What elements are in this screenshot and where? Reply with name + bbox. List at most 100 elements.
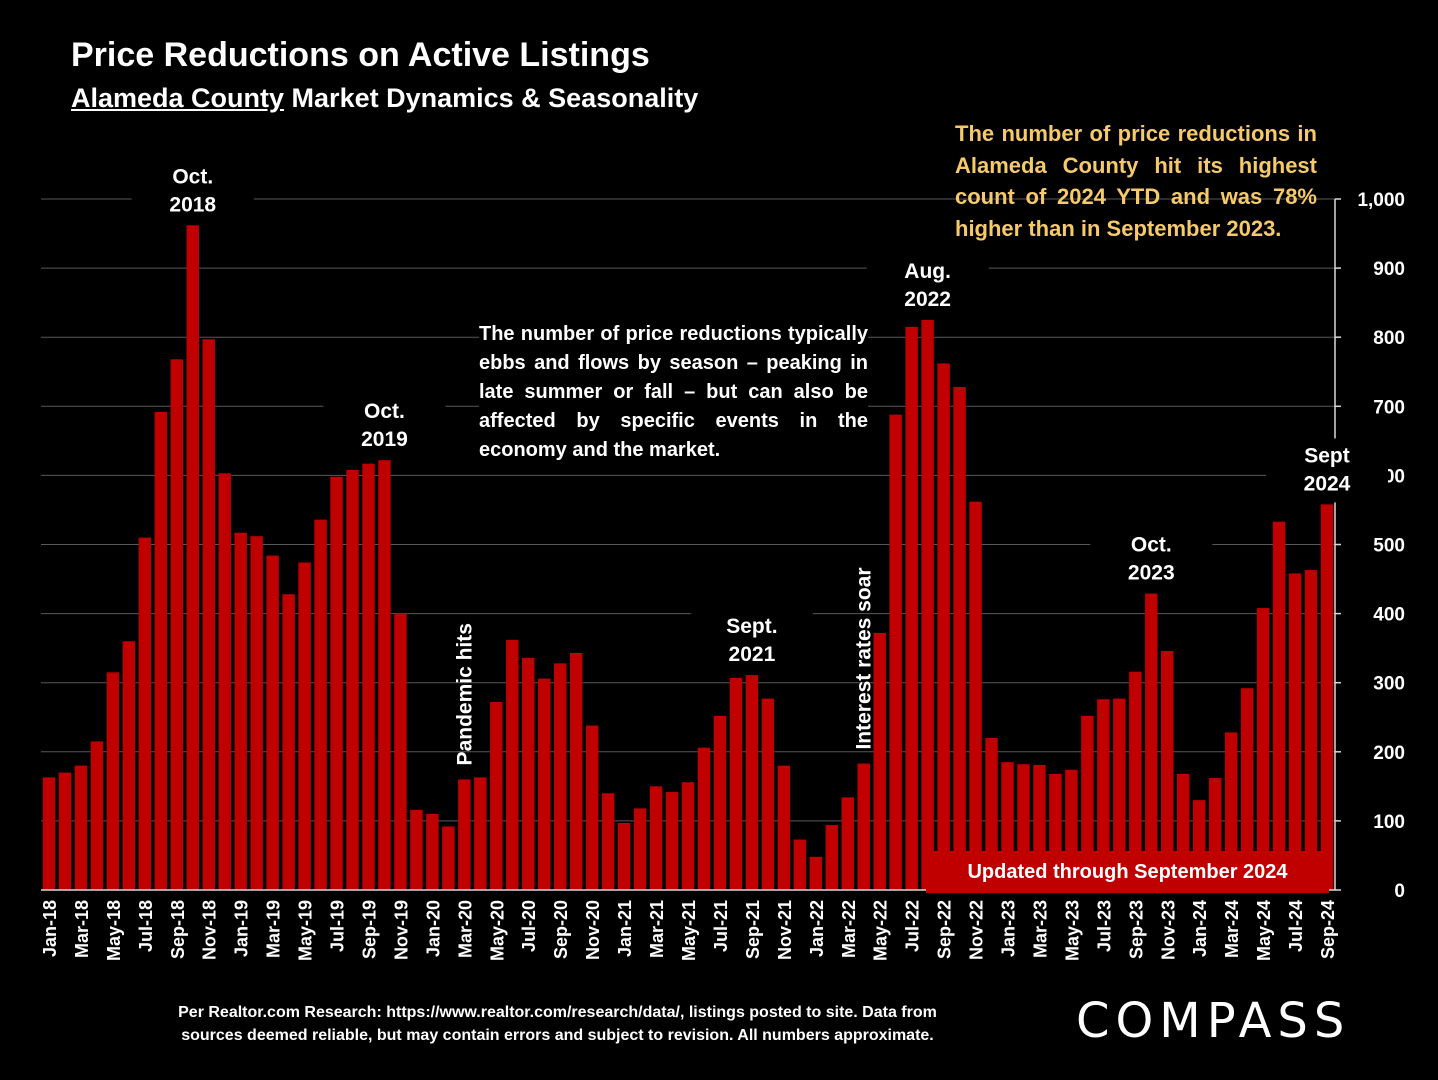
bar xyxy=(378,460,391,890)
bar xyxy=(1320,504,1334,890)
bar xyxy=(522,657,535,890)
bar xyxy=(1256,608,1270,890)
bar xyxy=(394,613,407,890)
bar xyxy=(681,782,695,890)
x-tick-label: May-18 xyxy=(104,900,124,961)
bar xyxy=(569,652,583,890)
x-tick-label: Nov-23 xyxy=(1158,900,1178,960)
bar xyxy=(218,473,231,890)
x-tick-label: Jan-22 xyxy=(807,900,827,957)
bar xyxy=(729,677,743,890)
x-tick-label: Jul-20 xyxy=(519,900,539,952)
bar xyxy=(250,536,263,890)
x-tick-label: Jul-21 xyxy=(711,900,731,952)
compass-logo: COMPASS xyxy=(1076,993,1351,1049)
annotation-backdrop xyxy=(1090,527,1213,592)
highlight-note: The number of price reductions in Alamed… xyxy=(955,121,1317,241)
bar xyxy=(314,519,327,890)
y-tick-label: 500 xyxy=(1373,536,1405,557)
y-tick-label: 900 xyxy=(1373,259,1405,280)
bar xyxy=(330,476,343,890)
x-tick-label: Jul-23 xyxy=(1094,900,1114,952)
subtitle-rest: Market Dynamics & Seasonality xyxy=(284,83,699,113)
bar xyxy=(633,808,647,890)
bar xyxy=(458,779,471,890)
source-footnote: Per Realtor.com Research: https://www.re… xyxy=(100,1001,1015,1047)
x-tick-label: Jul-22 xyxy=(903,900,923,952)
x-tick-label: Jan-24 xyxy=(1190,900,1210,957)
y-tick-label: 700 xyxy=(1373,397,1405,418)
bar xyxy=(346,469,359,890)
y-tick-label: 400 xyxy=(1373,605,1405,626)
bar xyxy=(58,772,72,890)
bar xyxy=(713,715,727,890)
bar xyxy=(298,562,311,890)
x-tick-label: Sep-20 xyxy=(551,900,571,959)
bar xyxy=(553,663,567,890)
y-tick-label: 300 xyxy=(1373,674,1405,695)
bar xyxy=(42,777,56,890)
x-tick-label: Nov-21 xyxy=(775,900,795,960)
x-tick-label: May-24 xyxy=(1254,900,1274,961)
bar xyxy=(649,786,663,890)
y-tick-label: 200 xyxy=(1373,743,1405,764)
bar xyxy=(953,386,966,890)
subtitle-county: Alameda County xyxy=(71,83,285,113)
x-tick-label: Nov-19 xyxy=(391,900,411,960)
bar xyxy=(969,501,982,890)
annotation-backdrop xyxy=(1266,438,1389,503)
annotation-label: Sept xyxy=(1304,444,1350,467)
bar xyxy=(921,319,934,890)
annotation-label: Oct. xyxy=(364,400,405,423)
x-tick-label: Sep-23 xyxy=(1126,900,1146,959)
bar xyxy=(234,532,247,890)
x-tick-label: May-21 xyxy=(679,900,699,961)
bar xyxy=(474,777,487,890)
annotation-label: 2018 xyxy=(169,193,216,216)
annotation-label: 2019 xyxy=(361,428,408,451)
bar xyxy=(1288,573,1302,890)
bar xyxy=(793,839,807,890)
y-tick-label: 1,000 xyxy=(1357,190,1405,211)
y-tick-label: 0 xyxy=(1394,881,1405,902)
bar xyxy=(537,678,551,890)
bar xyxy=(1272,521,1286,890)
bar xyxy=(697,747,711,890)
x-tick-label: Nov-22 xyxy=(967,900,987,960)
footnote-line-2: sources deemed reliable, but may contain… xyxy=(181,1027,934,1044)
bar xyxy=(1224,732,1238,890)
bar xyxy=(170,359,184,890)
x-tick-label: Jan-18 xyxy=(40,900,60,957)
annotation-label: Oct. xyxy=(172,165,213,188)
bar xyxy=(905,326,918,891)
x-tick-label: Jan-21 xyxy=(615,900,635,957)
bar xyxy=(122,641,136,890)
footnote-line-1: Per Realtor.com Research: https://www.re… xyxy=(178,1004,937,1021)
seasonality-note: The number of price reductions typically… xyxy=(479,320,868,465)
bar xyxy=(873,632,886,890)
x-tick-label: Jul-24 xyxy=(1286,900,1306,952)
bar xyxy=(777,765,791,890)
y-tick-label: 800 xyxy=(1373,328,1405,349)
annotation-label: 2023 xyxy=(1128,562,1175,585)
bar xyxy=(410,809,423,890)
bar xyxy=(841,797,854,890)
bar xyxy=(937,363,950,890)
x-tick-label: May-19 xyxy=(296,900,316,961)
updated-badge: Updated through September 2024 xyxy=(926,851,1329,893)
bar xyxy=(825,825,839,890)
annotation-label: Oct. xyxy=(1131,534,1172,557)
bar xyxy=(90,741,104,890)
annotation-label: Sept. xyxy=(726,615,777,638)
annotation-backdrop xyxy=(866,253,989,318)
x-tick-label: May-22 xyxy=(871,900,891,961)
bar xyxy=(745,675,759,890)
bar xyxy=(138,537,152,890)
x-tick-label: Sep-18 xyxy=(168,900,188,959)
bar xyxy=(585,725,599,890)
bar xyxy=(857,763,870,890)
x-tick-label: Jul-19 xyxy=(328,900,348,952)
bar xyxy=(202,339,215,890)
y-tick-label: 100 xyxy=(1373,812,1405,833)
